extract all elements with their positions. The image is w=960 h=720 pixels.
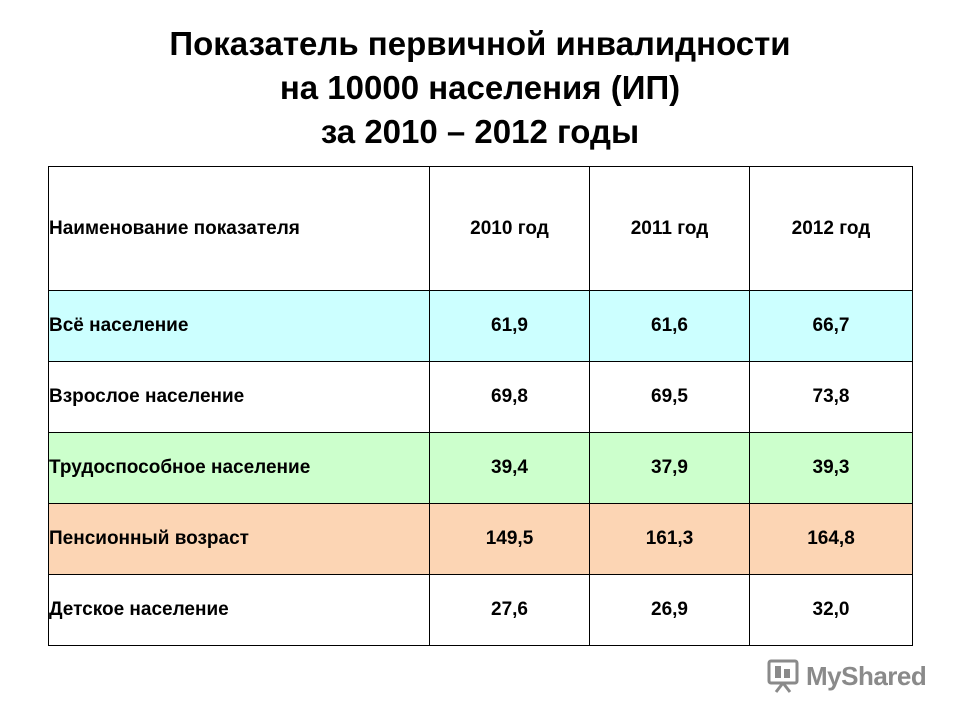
row-label: Взрослое население (48, 361, 430, 433)
column-header-2010: 2010 год (429, 166, 590, 291)
cell-value: 164,8 (749, 503, 913, 575)
table-row: Пенсионный возраст 149,5 161,3 164,8 (48, 503, 913, 575)
cell-value: 73,8 (749, 361, 913, 433)
table-row: Всё население 61,9 61,6 66,7 (48, 290, 913, 362)
cell-value: 61,6 (589, 290, 750, 362)
row-label: Всё население (48, 290, 430, 362)
title-line-1: Показатель первичной инвалидности (169, 25, 791, 62)
cell-value: 149,5 (429, 503, 590, 575)
title-line-2: на 10000 населения (ИП) (279, 69, 681, 106)
cell-value: 161,3 (589, 503, 750, 575)
cell-value: 26,9 (589, 574, 750, 646)
watermark-logo: MyShared (766, 656, 927, 696)
cell-value: 37,9 (589, 432, 750, 504)
row-label: Пенсионный возраст (48, 503, 430, 575)
table-row: Трудоспособное население 39,4 37,9 39,3 (48, 432, 913, 504)
disability-table: Наименование показателя 2010 год 2011 го… (48, 166, 913, 646)
page-title: Показатель первичной инвалидности на 100… (0, 22, 960, 154)
table-row: Взрослое население 69,8 69,5 73,8 (48, 361, 913, 433)
cell-value: 69,8 (429, 361, 590, 433)
row-label: Трудоспособное население (48, 432, 430, 504)
column-header-2011: 2011 год (589, 166, 750, 291)
cell-value: 39,3 (749, 432, 913, 504)
presentation-board-icon (767, 659, 799, 693)
cell-value: 66,7 (749, 290, 913, 362)
cell-value: 39,4 (429, 432, 590, 504)
watermark-text: MyShared (806, 660, 927, 691)
cell-value: 61,9 (429, 290, 590, 362)
title-line-3: за 2010 – 2012 годы (320, 113, 640, 150)
cell-value: 27,6 (429, 574, 590, 646)
table-row: Детское население 27,6 26,9 32,0 (48, 574, 913, 646)
table-header-row: Наименование показателя 2010 год 2011 го… (48, 166, 913, 291)
cell-value: 32,0 (749, 574, 913, 646)
row-label: Детское население (48, 574, 430, 646)
cell-value: 69,5 (589, 361, 750, 433)
column-header-name: Наименование показателя (48, 166, 430, 291)
column-header-2012: 2012 год (749, 166, 913, 291)
